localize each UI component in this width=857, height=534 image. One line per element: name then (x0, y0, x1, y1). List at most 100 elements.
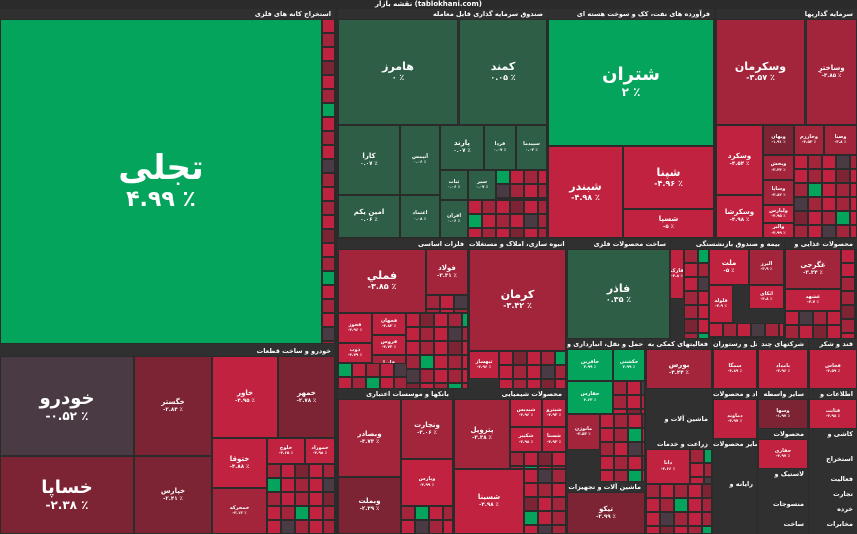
stock-tile[interactable]: وخارزم -۳.۵۳ ٪ (794, 125, 824, 155)
small-stock-cell[interactable] (462, 341, 468, 355)
stock-tile[interactable]: اتکای -۴.۸ ٪ (749, 285, 784, 309)
small-stock-cell[interactable] (267, 520, 281, 534)
stock-tile[interactable]: امین یکم ۰.۰۶ ٪ (338, 195, 400, 238)
small-stock-cell[interactable] (841, 263, 855, 277)
small-stock-cell[interactable] (541, 365, 555, 379)
stock-tile[interactable]: سپیدما ۰.۰۳ ٪ (516, 125, 547, 170)
small-stock-cell[interactable] (322, 33, 335, 47)
small-stock-cell[interactable] (646, 512, 660, 526)
stock-tile[interactable]: افران ۰.۰۶ ٪ (440, 200, 468, 238)
small-stock-cell[interactable] (426, 295, 440, 309)
small-stock-cell[interactable] (322, 159, 335, 173)
small-stock-cell[interactable] (723, 337, 737, 339)
small-stock-cell[interactable] (827, 311, 841, 325)
small-stock-cell[interactable] (704, 449, 712, 463)
small-stock-cell[interactable] (698, 263, 709, 277)
small-stock-cell[interactable] (524, 452, 538, 466)
small-stock-cell[interactable] (323, 464, 335, 478)
stock-tile[interactable]: شکبیر -۴.۹۸ ٪ (510, 427, 542, 452)
small-stock-cell[interactable] (322, 327, 335, 341)
small-stock-cell[interactable] (850, 183, 857, 197)
small-stock-cell[interactable] (524, 511, 538, 525)
stock-tile[interactable]: خگستر -۲.۸۴ ٪ (134, 356, 212, 456)
small-stock-cell[interactable] (281, 464, 295, 478)
small-stock-cell[interactable] (600, 428, 614, 442)
small-stock-cell[interactable] (684, 305, 698, 319)
small-stock-cell[interactable] (841, 291, 855, 305)
small-stock-cell[interactable] (323, 520, 335, 534)
small-stock-cell[interactable] (420, 341, 434, 355)
small-stock-cell[interactable] (468, 214, 482, 228)
small-stock-cell[interactable] (552, 497, 566, 511)
small-stock-cell[interactable] (822, 183, 836, 197)
small-stock-cell[interactable] (309, 478, 323, 492)
small-stock-cell[interactable] (538, 198, 547, 200)
small-stock-cell[interactable] (642, 470, 645, 482)
small-stock-cell[interactable] (538, 228, 547, 238)
small-stock-cell[interactable] (538, 214, 547, 228)
small-stock-cell[interactable] (850, 155, 857, 169)
small-stock-cell[interactable] (698, 333, 709, 339)
small-stock-cell[interactable] (322, 61, 335, 75)
small-stock-cell[interactable] (401, 520, 415, 534)
small-stock-cell[interactable] (434, 327, 448, 341)
small-stock-cell[interactable] (538, 184, 547, 198)
small-stock-cell[interactable] (808, 155, 822, 169)
small-stock-cell[interactable] (406, 383, 420, 389)
stock-tile[interactable]: کرمان -۳.۴۲ ٪ (469, 249, 566, 351)
small-stock-cell[interactable] (322, 215, 335, 229)
small-stock-cell[interactable] (443, 506, 453, 520)
stock-tile[interactable]: وسکرشا -۴.۹۸ ٪ (716, 195, 763, 238)
stock-tile[interactable]: دانا -۴.۶۶ ٪ (646, 449, 690, 484)
small-stock-cell[interactable] (281, 520, 295, 534)
small-stock-cell[interactable] (513, 379, 527, 389)
small-stock-cell[interactable] (295, 478, 309, 492)
small-stock-cell[interactable] (406, 369, 420, 383)
small-stock-cell[interactable] (538, 466, 552, 469)
small-stock-cell[interactable] (462, 327, 468, 341)
small-stock-cell[interactable] (366, 377, 380, 389)
small-stock-cell[interactable] (688, 484, 702, 498)
small-stock-cell[interactable] (496, 198, 510, 200)
small-stock-cell[interactable] (836, 169, 850, 183)
stock-tile[interactable]: مانوژن -۳.۵۳ ٪ (567, 414, 600, 450)
stock-tile[interactable]: وپارس -۴.۹۹ ٪ (401, 459, 453, 506)
stock-tile[interactable]: پتروپل -۳.۳۸ ٪ (454, 399, 510, 469)
small-stock-cell[interactable] (510, 170, 524, 184)
small-stock-cell[interactable] (538, 452, 552, 466)
small-stock-cell[interactable] (698, 249, 709, 263)
stock-tile[interactable]: ختوقا -۴.۸۸ ٪ (212, 438, 267, 488)
small-stock-cell[interactable] (552, 525, 566, 534)
small-stock-cell[interactable] (690, 463, 704, 477)
small-stock-cell[interactable] (281, 506, 295, 520)
small-stock-cell[interactable] (808, 225, 822, 238)
small-stock-cell[interactable] (822, 155, 836, 169)
small-stock-cell[interactable] (524, 525, 538, 534)
small-stock-cell[interactable] (684, 319, 698, 333)
small-stock-cell[interactable] (352, 363, 366, 377)
stock-tile[interactable]: خپارس -۲.۴۱ ٪ (134, 456, 212, 534)
small-stock-cell[interactable] (684, 277, 698, 291)
small-stock-cell[interactable] (688, 498, 702, 512)
small-stock-cell[interactable] (448, 327, 462, 341)
stock-tile[interactable]: بامداد -۴.۹۶ ٪ (758, 349, 808, 389)
small-stock-cell[interactable] (322, 201, 335, 215)
small-stock-cell[interactable] (468, 200, 482, 214)
stock-tile[interactable]: وصنا -۳.۸ ٪ (824, 125, 857, 155)
small-stock-cell[interactable] (808, 211, 822, 225)
small-stock-cell[interactable] (698, 291, 709, 305)
small-stock-cell[interactable] (527, 379, 541, 389)
small-stock-cell[interactable] (527, 351, 541, 365)
stock-tile[interactable]: غگرجی -۳.۳۴ ٪ (785, 249, 841, 289)
small-stock-cell[interactable] (352, 377, 366, 389)
stock-tile[interactable]: خلوج -۴.۶۵ ٪ (267, 438, 305, 464)
small-stock-cell[interactable] (794, 225, 808, 238)
stock-tile[interactable]: فردا ۰.۰۷ ٪ (484, 125, 516, 170)
small-stock-cell[interactable] (322, 47, 335, 61)
small-stock-cell[interactable] (628, 414, 642, 428)
small-stock-cell[interactable] (704, 477, 712, 484)
small-stock-cell[interactable] (322, 89, 335, 103)
small-stock-cell[interactable] (454, 295, 468, 309)
stock-tile[interactable]: تجلی ۴.۹۹ ٪ (0, 19, 322, 344)
small-stock-cell[interactable] (281, 478, 295, 492)
